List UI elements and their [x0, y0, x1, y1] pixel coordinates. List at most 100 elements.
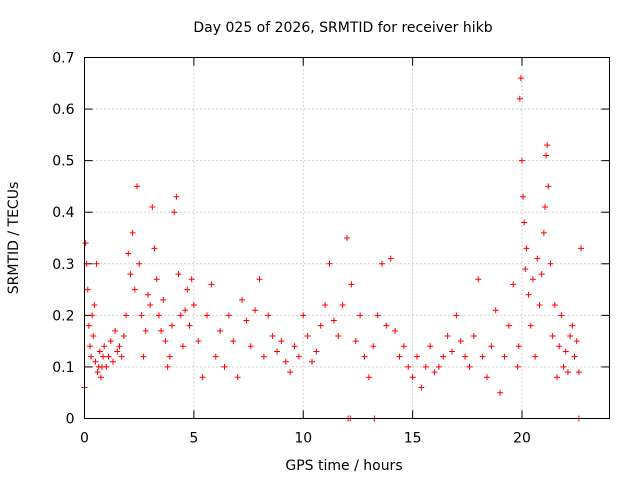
- y-tick-label: 0.2: [52, 308, 74, 324]
- data-point: [140, 353, 147, 360]
- data-point: [453, 312, 460, 319]
- data-point: [449, 348, 455, 355]
- data-point: [405, 363, 412, 370]
- data-point: [123, 312, 130, 319]
- data-point: [523, 245, 530, 252]
- x-tick-label: 5: [189, 431, 198, 447]
- data-point: [326, 260, 333, 267]
- data-point: [243, 317, 250, 324]
- data-point: [534, 255, 541, 262]
- data-point: [525, 291, 532, 298]
- data-point: [144, 291, 151, 298]
- data-point: [234, 374, 241, 381]
- data-point: [475, 276, 482, 283]
- data-point: [544, 142, 551, 149]
- data-point: [295, 353, 302, 360]
- data-point: [547, 260, 554, 267]
- data-point: [287, 369, 294, 376]
- data-point: [517, 75, 524, 82]
- y-tick-label: 0.4: [52, 205, 74, 221]
- data-point: [274, 348, 280, 355]
- data-point: [89, 312, 96, 319]
- data-point: [118, 353, 125, 360]
- data-point: [225, 312, 232, 319]
- data-point: [575, 369, 582, 376]
- data-point: [190, 302, 197, 309]
- data-point: [158, 327, 165, 334]
- data-point: [169, 322, 175, 329]
- y-tick-label: 0.5: [52, 154, 74, 170]
- data-point: [370, 343, 377, 350]
- data-point: [554, 374, 560, 381]
- data-point: [538, 271, 545, 278]
- data-point: [112, 327, 119, 334]
- data-point: [444, 332, 451, 339]
- data-point: [188, 276, 195, 283]
- data-point: [256, 276, 263, 283]
- data-point: [204, 312, 210, 319]
- data-point: [304, 332, 311, 339]
- data-point: [127, 271, 134, 278]
- data-point: [101, 343, 108, 350]
- y-tick-label: 0: [66, 412, 75, 428]
- data-point: [352, 338, 359, 345]
- y-tick-label: 0.7: [52, 51, 74, 67]
- data-point: [265, 312, 272, 319]
- x-tick-label: 10: [294, 431, 312, 447]
- data-point: [138, 312, 145, 319]
- data-point: [252, 307, 259, 314]
- data-point: [330, 317, 337, 324]
- data-point: [82, 240, 89, 247]
- chart-title: Day 025 of 2026, SRMTID for receiver hik…: [193, 20, 492, 36]
- data-point: [129, 229, 136, 236]
- data-point: [131, 286, 138, 293]
- data-point: [374, 312, 381, 319]
- data-point: [182, 307, 189, 314]
- data-point: [116, 343, 123, 350]
- data-point: [97, 374, 104, 381]
- data-point: [392, 327, 399, 334]
- data-point: [479, 353, 486, 360]
- data-point: [510, 281, 517, 288]
- y-tick-label: 0.6: [52, 102, 74, 118]
- data-point: [414, 353, 420, 360]
- y-tick-label: 0.1: [52, 360, 74, 376]
- data-point: [173, 193, 180, 200]
- data-point: [484, 374, 490, 381]
- data-point: [93, 260, 100, 267]
- grid: [84, 57, 610, 419]
- axis-ticks: 0 0.1 0.2 0.3 0.4 0.5 0.6 0.7 0 5 10 15 20: [52, 51, 610, 447]
- data-point: [545, 183, 552, 190]
- data-point: [361, 353, 368, 360]
- x-tick-label: 15: [404, 431, 422, 447]
- data-point: [514, 363, 521, 370]
- data-point: [100, 353, 107, 360]
- data-point: [91, 302, 98, 309]
- data-point: [470, 332, 477, 339]
- data-point: [532, 353, 539, 360]
- data-point: [136, 260, 143, 267]
- x-tick-label: 0: [80, 431, 89, 447]
- data-point: [571, 353, 578, 360]
- data-point: [431, 369, 438, 376]
- data-point: [549, 332, 556, 339]
- data-point: [540, 229, 547, 236]
- y-axis-label: SRMTID / TECUs: [6, 182, 22, 295]
- data-point: [313, 348, 320, 355]
- data-point: [239, 296, 245, 303]
- data-point: [179, 343, 186, 350]
- data-point: [457, 338, 464, 345]
- data-point: [418, 384, 425, 391]
- data-point: [515, 343, 522, 350]
- data-point: [162, 338, 169, 345]
- x-tick-label: 20: [513, 431, 531, 447]
- data-point: [409, 374, 416, 381]
- data-point: [171, 209, 178, 216]
- data-point: [383, 322, 390, 329]
- data-point: [488, 343, 495, 350]
- data-point: [348, 281, 355, 288]
- data-point: [147, 302, 154, 309]
- data-point: [556, 343, 563, 350]
- data-point: [175, 271, 182, 278]
- data-point: [221, 363, 228, 370]
